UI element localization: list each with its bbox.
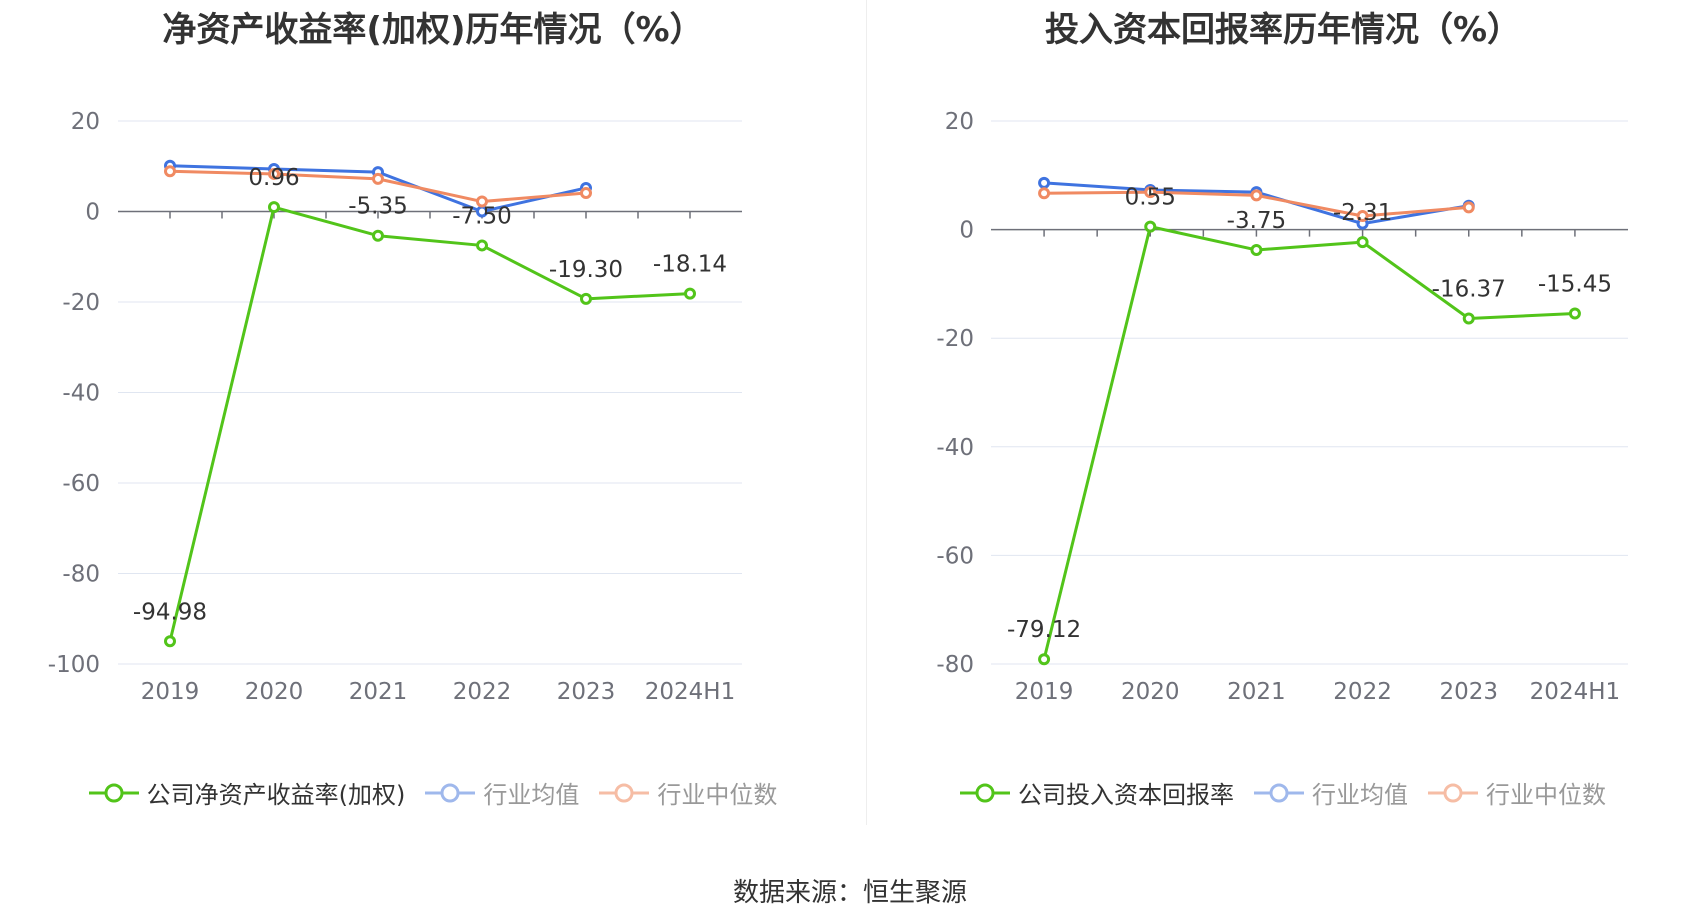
legend-marker-company [960,783,1010,802]
data-point-median [1144,186,1157,199]
y-tick-label: -100 [48,652,100,678]
data-label-company: -3.75 [1227,208,1287,234]
data-point-company [1250,243,1263,256]
data-label-company: -2.31 [1333,200,1393,226]
y-tick-label: -80 [936,652,974,678]
series-line-company [168,205,691,642]
x-tick-label: 2020 [1121,679,1180,705]
data-point-median [1462,201,1475,214]
data-point-company [268,201,280,214]
roe-chart-panel: 净资产收益率(加权)历年情况（%） 20 0 -20 -40 -60 -80 -100 201… [0,0,866,830]
y-tick-label: -60 [936,543,974,569]
legend-marker-median [599,783,650,802]
legend-item-average[interactable]: 行业均值 [1254,775,1408,810]
data-point-median [1038,187,1051,200]
data-point-median [580,186,592,199]
data-point-company [1356,236,1369,249]
x-tick-label: 2019 [1015,679,1074,705]
roe-chart-plot: 20 0 -20 -40 -60 -80 -100 2019 2020 2021 2022 2023 2… [48,109,742,705]
data-point-median [1250,189,1263,202]
legend-label-company-roic: 公司投入资本回报率 [1018,781,1234,809]
data-point-median [164,165,176,178]
legend-marker-average [1254,783,1304,802]
legend-item-average[interactable]: 行业均值 [425,775,579,810]
x-tick-label: 2022 [453,679,512,705]
data-point-company [1144,220,1157,233]
y-tick-label: -60 [62,471,100,497]
legend-item-median[interactable]: 行业中位数 [599,775,777,810]
data-point-company [1038,653,1051,666]
data-source-footer: 数据来源：恒生聚源 [732,878,967,908]
y-tick-label: 20 [945,109,974,135]
y-tick-label: -80 [62,562,100,588]
legend-label-median: 行业中位数 [1486,781,1606,809]
data-point-average [1038,176,1051,189]
legend-marker-median [1428,783,1478,802]
data-label-company: -5.35 [348,194,408,220]
x-tick-label: 2021 [349,679,408,705]
data-label-company: -16.37 [1432,276,1506,302]
data-point-median [1356,210,1369,223]
data-label-company: -19.30 [549,257,623,283]
roe-chart-title: 净资产收益率(加权)历年情况（%） [162,10,704,50]
y-tick-label: -20 [62,290,100,316]
x-tick-label: 2024H1 [1530,679,1620,705]
roic-chart-title: 投入资本回报率历年情况（%） [1044,10,1522,50]
y-tick-label: -20 [936,326,974,352]
x-tick-label: 2023 [1439,679,1498,705]
legend-label-average: 行业均值 [483,781,580,809]
roic-chart-legend: 公司投入资本回报率 行业均值 行业中位数 [866,775,1700,810]
legend-label-average: 行业均值 [1312,781,1408,809]
legend-item-company-roe[interactable]: 公司净资产收益率(加权) [88,775,406,810]
x-tick-label: 2022 [1333,679,1392,705]
data-point-company [1462,312,1475,325]
y-tick-label: 20 [71,109,100,135]
legend-label-company-roe: 公司净资产收益率(加权) [146,781,406,809]
series-line-company [1042,225,1575,660]
data-label-company: 0.55 [1125,185,1176,211]
data-label-company: -79.12 [1007,617,1081,643]
data-point-company [372,229,384,242]
data-point-company [164,635,176,648]
data-point-company [684,287,696,300]
y-tick-label: -40 [936,435,974,461]
x-tick-label: 2019 [141,679,200,705]
panel-divider [866,0,867,825]
data-point-median [372,172,384,185]
data-point-median [268,167,280,180]
data-label-company: -7.50 [452,203,512,229]
data-label-company: -15.45 [1538,271,1612,297]
data-point-company [476,239,488,252]
x-tick-label: 2020 [245,679,304,705]
data-point-median [476,195,488,208]
x-tick-label: 2024H1 [645,679,735,705]
data-label-company: -18.14 [653,252,727,278]
data-point-company [580,292,592,305]
y-tick-label: 0 [85,200,100,226]
roic-chart-plot: 20 0 -20 -40 -60 -80 2019 2020 2021 2022 2023 2024H… [936,109,1628,705]
data-point-company [1568,307,1581,320]
data-label-company: -94.98 [133,599,207,625]
legend-marker-company [88,783,139,802]
legend-marker-average [425,783,476,802]
data-label-company: 0.96 [248,165,299,191]
y-tick-label: 0 [959,218,974,244]
roe-chart-legend: 公司净资产收益率(加权) 行业均值 行业中位数 [0,775,866,810]
legend-item-median[interactable]: 行业中位数 [1428,775,1606,810]
x-tick-label: 2023 [557,679,616,705]
y-tick-label: -40 [62,381,100,407]
x-tick-label: 2021 [1227,679,1286,705]
roic-chart-panel: 投入资本回报率历年情况（%） 20 0 -20 -40 -60 -80 2019 2020 20… [866,0,1700,830]
legend-label-median: 行业中位数 [657,781,778,809]
legend-item-company-roic[interactable]: 公司投入资本回报率 [960,775,1234,810]
